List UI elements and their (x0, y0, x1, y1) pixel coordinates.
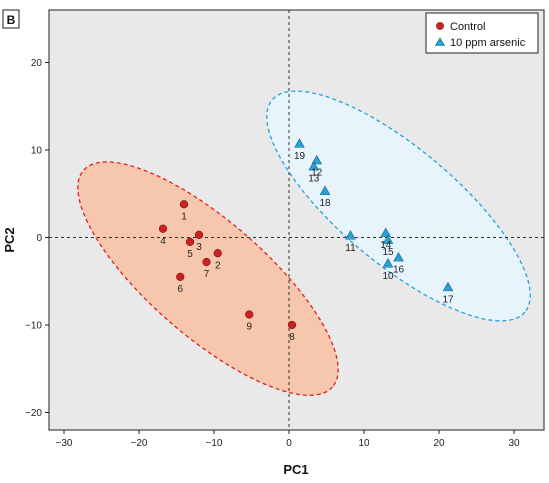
point-label: 6 (177, 284, 183, 295)
legend-label-arsenic: 10 ppm arsenic (450, 37, 526, 49)
panel-letter: B (7, 13, 16, 27)
x-tick-label: −30 (56, 438, 73, 449)
arsenic-point (345, 230, 356, 240)
y-axis-title: PC2 (2, 227, 17, 252)
point-label: 13 (308, 174, 320, 185)
control-point (202, 257, 211, 267)
point-label: 16 (393, 265, 405, 276)
arsenic-point (319, 185, 331, 195)
control-point (245, 310, 254, 319)
point-label: 11 (345, 243, 356, 254)
arsenic-point (393, 252, 404, 262)
point-label: 7 (204, 269, 210, 280)
legend-marker-arsenic (434, 37, 446, 46)
x-tick-label: 0 (286, 438, 292, 449)
point-label: 4 (160, 236, 166, 247)
arsenic-point (442, 281, 454, 292)
control-point (179, 200, 189, 209)
arsenic-point (382, 234, 394, 244)
point-label: 9 (246, 322, 252, 333)
x-tick-label: −20 (131, 438, 148, 449)
y-tick-label: 10 (31, 146, 43, 157)
control-ellipse (77, 161, 339, 396)
control-point (287, 320, 297, 330)
x-tick-label: 30 (508, 438, 520, 449)
control-point (185, 237, 195, 246)
legend: Control 10 ppm arsenic (425, 12, 539, 54)
point-label: 14 (380, 240, 392, 251)
point-label: 5 (187, 249, 193, 260)
point-label: 18 (319, 198, 331, 209)
y-tick-label: 20 (31, 58, 43, 69)
legend-label-control: Control (450, 21, 485, 33)
point-label: 2 (215, 260, 221, 271)
point-label: 10 (382, 271, 394, 282)
panel-label: B (2, 9, 20, 29)
point-label: 8 (289, 332, 295, 343)
point-label: 19 (294, 151, 306, 162)
arsenic-point (308, 161, 320, 171)
point-label: 17 (442, 294, 454, 305)
x-tick-label: 10 (358, 438, 370, 449)
arsenic-ellipse (266, 90, 531, 322)
arsenic-point (380, 227, 392, 237)
point-label: 3 (196, 242, 202, 253)
arsenic-point (311, 154, 323, 165)
legend-marker-control (436, 22, 444, 30)
y-tick-label: −20 (25, 408, 42, 419)
x-axis-title: PC1 (283, 462, 308, 477)
arsenic-point (382, 258, 394, 268)
control-point (158, 224, 168, 233)
y-tick-label: −10 (25, 321, 42, 332)
control-point (176, 272, 185, 281)
x-tick-label: 20 (433, 438, 445, 449)
y-tick-label: 0 (36, 233, 42, 244)
control-point (194, 230, 204, 239)
point-label: 1 (181, 211, 187, 222)
x-tick-label: −10 (206, 438, 223, 449)
point-label: 15 (382, 247, 394, 258)
control-point (213, 249, 222, 258)
point-label: 12 (311, 168, 323, 179)
arsenic-point (294, 138, 305, 148)
